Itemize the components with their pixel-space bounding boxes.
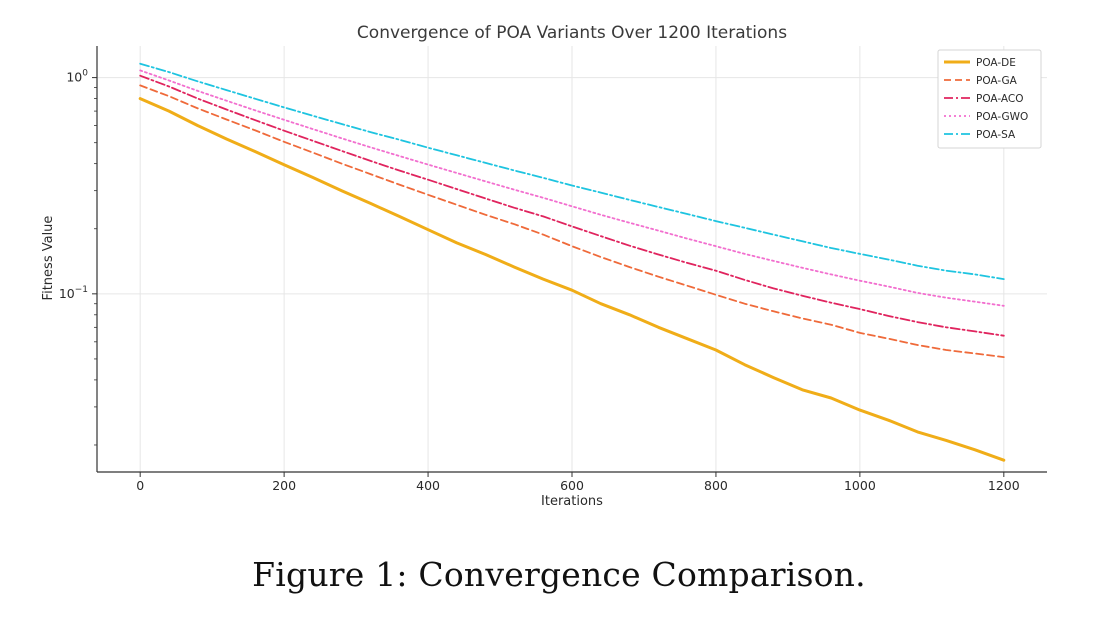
x-tick-label: 1000 [844, 478, 876, 493]
x-tick-label: 1200 [988, 478, 1020, 493]
chart: Convergence of POA Variants Over 1200 It… [41, 23, 1047, 509]
x-axis-label: Iterations [541, 494, 603, 509]
series-line-poa-aco [139, 74, 1005, 337]
y-tick-label: 100 [66, 69, 88, 85]
x-tick-label: 400 [416, 478, 440, 493]
legend-label: POA-DE [976, 57, 1016, 69]
series-line-poa-de [138, 97, 1006, 462]
series-line-poa-ga [139, 84, 1005, 359]
y-tick-base: 10 [59, 286, 75, 301]
legend: POA-DE POA-GA POA-ACO POA-GWO POA-SA [937, 49, 1042, 149]
y-tick-exponent: −1 [75, 285, 88, 295]
legend-label: POA-SA [976, 129, 1016, 141]
x-tick-label: 0 [136, 478, 144, 493]
figure-caption: Figure 1: Convergence Comparison. [252, 555, 866, 594]
grid-lines [97, 46, 1047, 472]
series-line-poa-sa [139, 62, 1005, 281]
series-line-poa-gwo [139, 69, 1005, 307]
y-tick-label: 10−1 [59, 285, 88, 301]
x-tick-label: 200 [272, 478, 296, 493]
x-tick-label: 600 [560, 478, 584, 493]
series-lines [138, 62, 1006, 462]
chart-title: Convergence of POA Variants Over 1200 It… [357, 23, 787, 43]
y-tick-exponent: 0 [82, 69, 88, 79]
y-axis-label: Fitness Value [41, 216, 56, 301]
legend-label: POA-ACO [976, 93, 1024, 105]
legend-label: POA-GWO [976, 111, 1028, 123]
y-tick-base: 10 [66, 70, 82, 85]
legend-box [937, 49, 1042, 149]
legend-label: POA-GA [976, 75, 1018, 87]
x-tick-label: 800 [704, 478, 728, 493]
